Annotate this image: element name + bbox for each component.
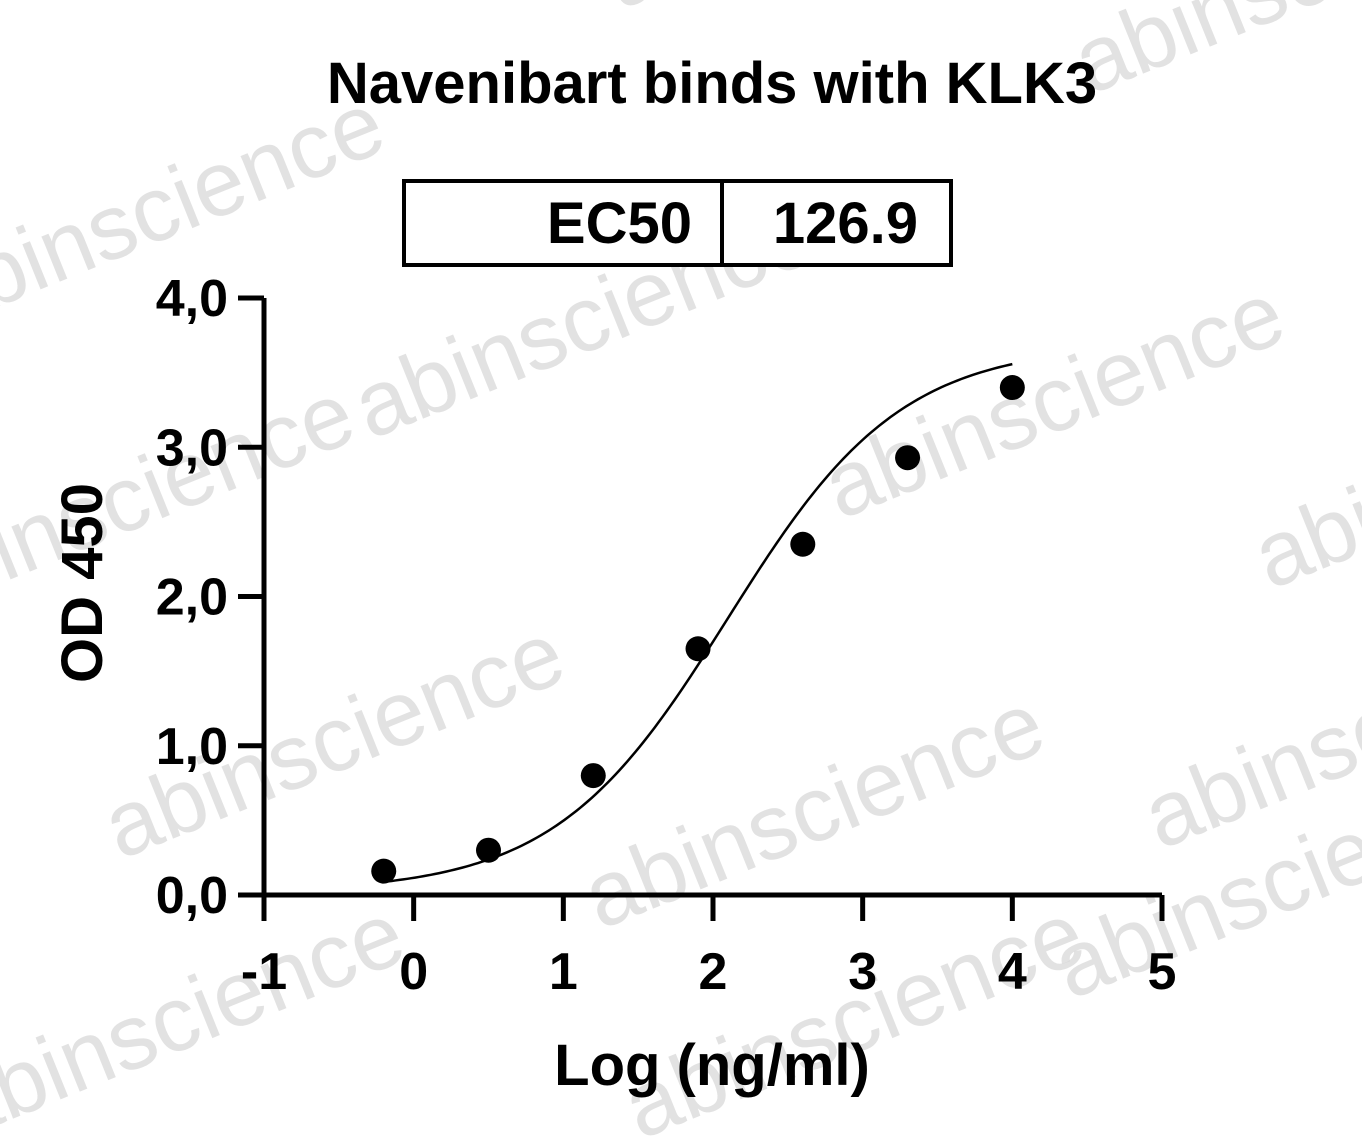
data-point — [371, 859, 396, 884]
watermark-text: abinscience — [609, 882, 1098, 1142]
x-tick-label: 1 — [549, 943, 578, 1001]
y-tick-label: 2,0 — [156, 569, 228, 627]
x-axis-label: Log (ng/ml) — [554, 1033, 870, 1098]
x-tick-label: 5 — [1148, 943, 1177, 1001]
x-tick-label: 0 — [399, 943, 428, 1001]
x-tick-label: 2 — [699, 943, 728, 1001]
watermark-text: abinscience — [1239, 332, 1362, 609]
data-point — [1000, 375, 1025, 400]
y-tick-label: 3,0 — [156, 419, 228, 477]
data-point — [686, 636, 711, 661]
watermark-text: abinscience — [589, 0, 1078, 29]
y-tick-label: 1,0 — [156, 718, 228, 776]
watermark-text: abinscience — [1059, 0, 1362, 114]
data-point — [581, 763, 606, 788]
y-tick-label: 4,0 — [156, 270, 228, 328]
x-tick-label: -1 — [241, 943, 287, 1001]
y-tick-label: 0,0 — [156, 867, 228, 925]
x-tick-label: 4 — [998, 943, 1027, 1001]
y-axis-label: OD 450 — [50, 483, 115, 683]
ec50-label: EC50 — [547, 191, 692, 256]
data-point — [895, 445, 920, 470]
ec50-value: 126.9 — [773, 191, 918, 256]
chart-title: Navenibart binds with KLK3 — [327, 51, 1097, 116]
data-point — [476, 838, 501, 863]
x-tick-label: 3 — [848, 943, 877, 1001]
ec50-table: EC50 126.9 — [404, 181, 951, 265]
watermark-text: abinscience — [809, 262, 1298, 539]
data-point — [790, 532, 815, 557]
watermark-text: abinscience — [569, 672, 1058, 949]
